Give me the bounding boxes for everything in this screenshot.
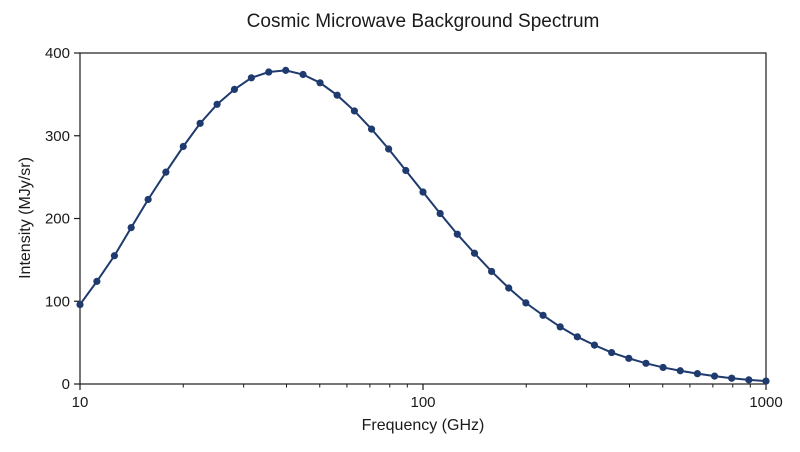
x-tick-label: 100	[410, 394, 435, 411]
x-axis: 10 100 1000	[72, 384, 783, 411]
data-point	[367, 125, 376, 133]
data-point	[282, 66, 290, 74]
data-point	[162, 168, 170, 176]
data-point	[436, 209, 444, 218]
data-point	[127, 224, 135, 232]
data-point	[350, 107, 359, 115]
x-tick-label: 10	[72, 394, 89, 411]
data-point	[608, 348, 616, 357]
data-point	[762, 377, 770, 385]
data-point	[522, 299, 530, 307]
series-points	[76, 66, 770, 385]
data-point	[265, 68, 273, 76]
data-point	[728, 374, 736, 382]
series-line	[79, 69, 767, 383]
data-point	[196, 119, 204, 127]
y-tick-label: 100	[45, 293, 70, 310]
data-point	[110, 252, 119, 260]
data-point	[385, 145, 393, 153]
data-point	[676, 367, 684, 375]
y-tick-label: 300	[45, 128, 70, 145]
data-point	[745, 376, 753, 384]
data-point	[539, 311, 547, 319]
data-point	[556, 323, 564, 331]
data-point	[625, 354, 633, 362]
data-point	[642, 359, 650, 367]
y-axis-label: Intensity (MJy/sr)	[17, 157, 34, 279]
data-point	[453, 230, 461, 238]
data-point	[316, 79, 324, 87]
y-tick-label: 200	[45, 211, 70, 228]
data-point	[333, 91, 341, 99]
data-point	[470, 249, 479, 257]
data-point	[710, 372, 719, 380]
data-point	[247, 74, 255, 82]
data-point	[213, 100, 221, 108]
data-point	[93, 277, 101, 285]
x-tick-label: 1000	[749, 394, 782, 411]
data-point	[419, 188, 427, 196]
data-point	[488, 267, 496, 276]
data-point	[299, 70, 307, 79]
x-axis-label: Frequency (GHz)	[362, 417, 485, 434]
data-point	[230, 85, 239, 94]
data-point	[402, 166, 410, 175]
data-point	[505, 284, 513, 292]
data-point	[659, 363, 667, 372]
data-point	[179, 142, 187, 151]
data-point	[693, 370, 702, 378]
plot-frame	[79, 52, 767, 385]
y-tick-label: 400	[45, 45, 70, 62]
data-point	[590, 341, 599, 349]
chart-title: Cosmic Microwave Background Spectrum	[247, 11, 600, 32]
data-point	[76, 300, 84, 309]
data-point	[144, 195, 152, 204]
data-point	[573, 333, 581, 341]
y-tick-label: 0	[62, 376, 70, 393]
y-axis: 0 100 200 300 400	[45, 45, 80, 393]
